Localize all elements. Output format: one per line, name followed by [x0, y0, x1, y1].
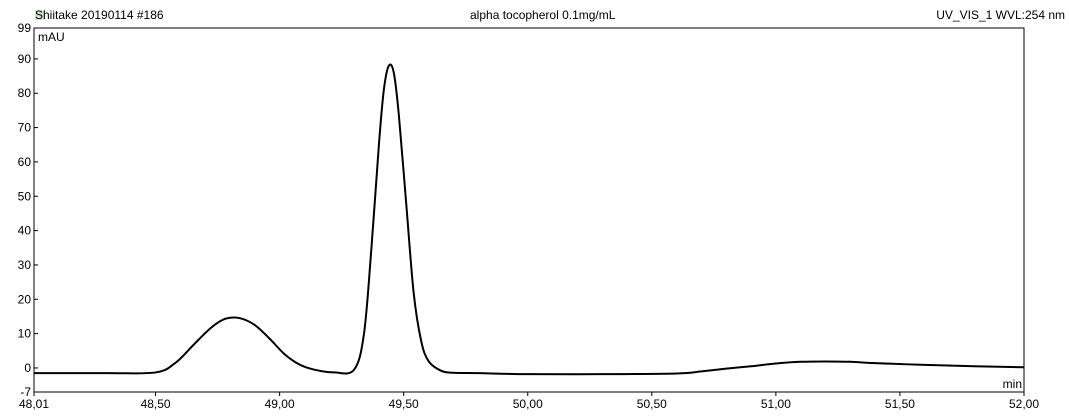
chromatogram-trace: [33, 63, 1025, 376]
y-tick-label: 30: [18, 258, 32, 272]
y-axis-unit-label: mAU: [38, 30, 65, 44]
y-tick-label: 60: [18, 155, 32, 169]
y-tick-label: 10: [18, 327, 32, 341]
x-tick-label: 50,50: [637, 397, 667, 411]
y-tick-label: 50: [18, 189, 32, 203]
x-tick-label: 51,50: [885, 397, 915, 411]
y-tick-label: 20: [18, 292, 32, 306]
y-tick-label: 40: [18, 224, 32, 238]
sample-name: Shiitake 20190114 #186: [35, 8, 164, 22]
x-tick-label: 48,50: [141, 397, 171, 411]
y-tick-label: 99: [18, 21, 32, 35]
y-tick-label: -7: [20, 385, 31, 399]
y-axis-ticks: -7 0 10 20 30 40 50 60 70 80 90 99: [18, 21, 38, 399]
plot-frame: [33, 27, 1025, 393]
legend-swatch: [35, 10, 45, 20]
y-tick-label: 90: [18, 52, 32, 66]
x-tick-label: 49,50: [389, 397, 419, 411]
chromatogram-header: Shiitake 20190114 #186 alpha tocopherol …: [0, 0, 1069, 24]
x-tick-label: 52,00: [1009, 397, 1039, 411]
method-title: alpha tocopherol 0.1mg/mL: [470, 8, 616, 22]
series: [33, 63, 1025, 376]
x-tick-label: 49,00: [265, 397, 295, 411]
x-tick-label: 50,00: [513, 397, 543, 411]
x-axis-unit-label: min: [1003, 377, 1022, 391]
x-axis-ticks: 48,01 48,50 49,00 49,50 50,00 50,50 51,00 51,50…: [19, 392, 1039, 411]
y-tick-label: 80: [18, 86, 32, 100]
axes: [33, 27, 1025, 393]
detector-info: UV_VIS_1 WVL:254 nm: [936, 8, 1065, 22]
x-tick-label: 48,01: [19, 397, 49, 411]
y-tick-label: 0: [24, 361, 31, 375]
y-tick-label: 70: [18, 121, 32, 135]
x-tick-label: 51,00: [761, 397, 791, 411]
